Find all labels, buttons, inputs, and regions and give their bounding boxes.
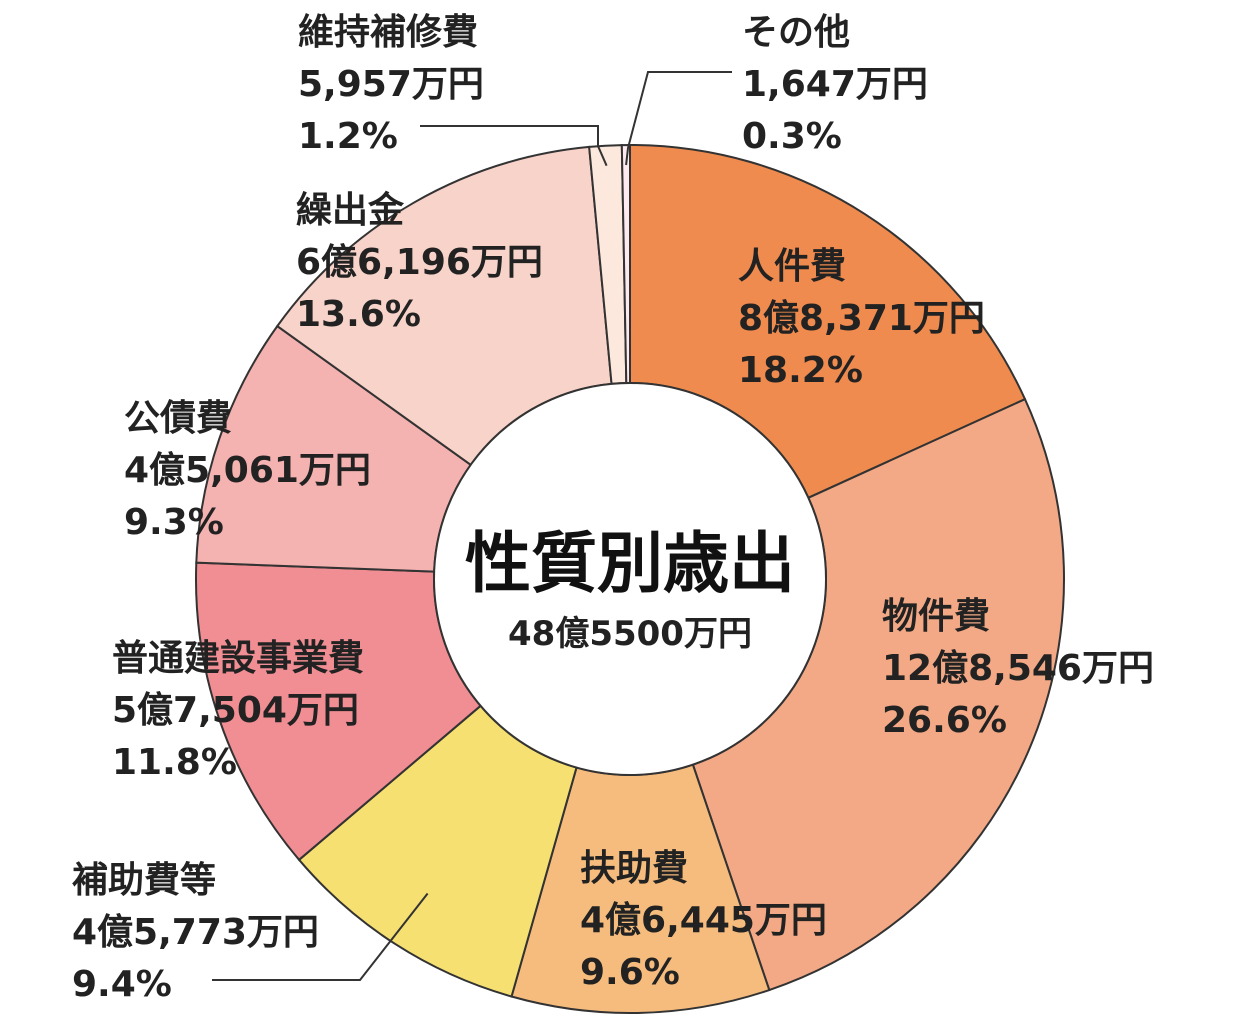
slice-3-amount: 4億5,773万円 [72, 912, 319, 953]
leader-line-8 [625, 71, 732, 166]
slice-6-amount: 6億6,196万円 [296, 242, 543, 283]
slice-0-name: 人件費 [738, 246, 846, 287]
slice-1-percent-label: 26.6% [882, 700, 1007, 741]
donut-slices [195, 143, 1065, 1014]
slice-0-amount: 8億8,371万円 [738, 298, 985, 339]
slice-7-amount: 5,957万円 [298, 64, 484, 105]
slice-8-name: その他 [742, 12, 850, 53]
slice-8-percent-label: 0.3% [742, 116, 842, 157]
donut-hole [433, 382, 827, 776]
slice-0-percent-label: 18.2% [738, 350, 863, 391]
leader-lines [212, 71, 732, 981]
leader-line-7 [420, 125, 608, 167]
slice-8-amount: 1,647万円 [742, 64, 928, 105]
slice-4-percent-label: 11.8% [112, 742, 237, 783]
slice-4-name: 普通建設事業費 [112, 638, 364, 679]
slice-6-percent-label: 13.6% [296, 294, 421, 335]
slice-2-amount: 4億6,445万円 [580, 900, 827, 941]
slice-7-percent-label: 1.2% [298, 116, 398, 157]
slice-6-name: 繰出金 [296, 189, 405, 231]
slice-5-amount: 4億5,061万円 [124, 450, 371, 491]
slice-2-percent-label: 9.6% [580, 952, 680, 993]
slice-1-name: 物件費 [882, 596, 990, 637]
slice-4-amount: 5億7,504万円 [112, 690, 359, 731]
slice-2-name: 扶助費 [580, 848, 688, 889]
leader-line-3 [212, 892, 429, 981]
slice-3-name: 補助費等 [72, 860, 216, 901]
slice-1-amount: 12億8,546万円 [882, 648, 1154, 689]
slice-5-name: 公債費 [124, 398, 232, 439]
slice-3-percent-label: 9.4% [72, 964, 172, 1005]
chart-subtitle: 48億5500万円 [508, 614, 752, 654]
slice-labels: 人件費 8億8,371万円 18.2% 物件費 12億8,546万円 26.6% 扶助費 4億… [72, 12, 1154, 1005]
slice-7-name: 維持補修費 [298, 12, 478, 53]
slice-5-percent-label: 9.3% [124, 502, 224, 543]
chart-title: 性質別歳出 [465, 525, 795, 602]
